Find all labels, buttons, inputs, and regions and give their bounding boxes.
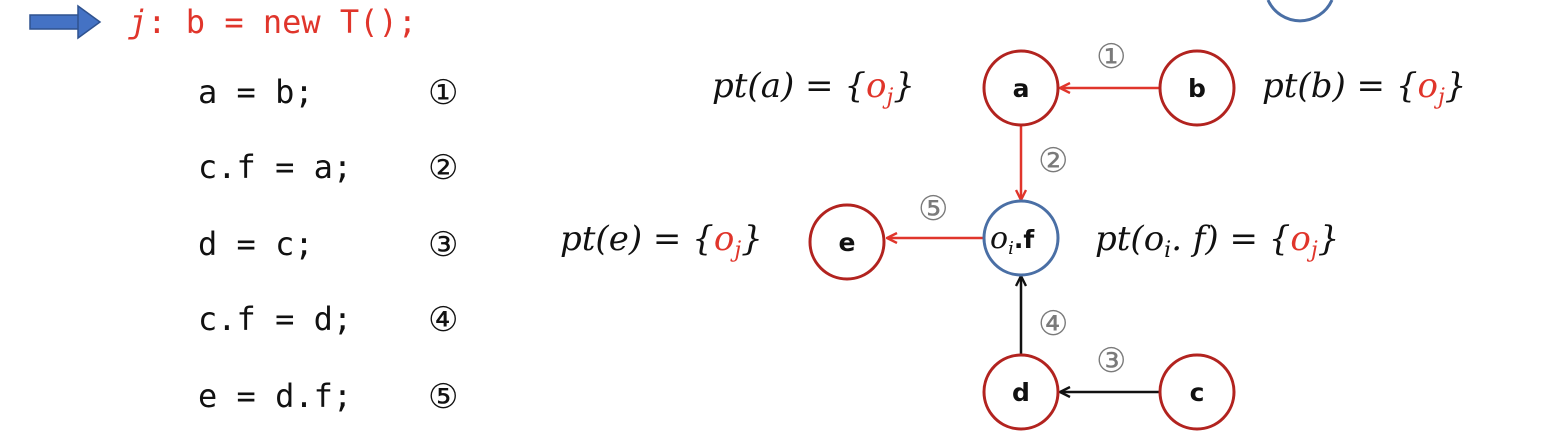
node-e: e [808, 203, 886, 281]
statement-5-number: ⑤ [428, 377, 458, 417]
points-to-b-obj: o [1417, 66, 1437, 106]
node-d-label: d [1012, 378, 1030, 407]
points-to-of-close: } [1318, 219, 1340, 259]
statement-2-number: ② [428, 148, 458, 188]
points-to-a-lhs: pt(a) = { [712, 66, 866, 106]
statement-3-number: ③ [428, 225, 458, 265]
points-to-a: pt(a) = {oj} [712, 66, 915, 110]
alloc-statement-text: : b = new T(); [147, 3, 417, 41]
alloc-site-label: j [128, 3, 147, 41]
node-of-label: oi.f [990, 221, 1035, 259]
node-a: a [982, 49, 1060, 127]
statement-1-text: a = b; [198, 73, 314, 111]
points-to-e: pt(e) = {oj} [560, 219, 763, 263]
points-to-of: pt(oi. f) = {oj} [1095, 219, 1339, 263]
node-b: b [1158, 49, 1236, 127]
edge-label-1: ① [1096, 37, 1126, 77]
statement-5-text: e = d.f; [198, 377, 352, 415]
edge-label-5: ⑤ [918, 189, 948, 229]
edge-label-4: ④ [1038, 304, 1068, 344]
points-to-of-obj: o [1290, 219, 1310, 259]
edge-label-3: ③ [1096, 341, 1126, 381]
statement-3-text: d = c; [198, 225, 314, 263]
node-a-label: a [1013, 74, 1030, 103]
points-to-e-lhs: pt(e) = { [560, 219, 714, 259]
node-of-sub: i [1008, 238, 1014, 259]
node-e-label: e [839, 228, 856, 257]
statement-2-text: c.f = a; [198, 148, 352, 186]
points-to-e-obj: o [714, 219, 734, 259]
current-statement-arrow-icon [29, 4, 102, 40]
points-to-of-lhs-2: . f) = { [1171, 219, 1290, 259]
edge-label-2: ② [1038, 141, 1068, 181]
points-to-a-obj: o [866, 66, 886, 106]
partial-node-top [1266, 0, 1334, 23]
node-of: oi.f [982, 199, 1060, 277]
node-of-base: o [990, 221, 1008, 256]
points-to-a-close: } [893, 66, 915, 106]
node-of-field: .f [1014, 225, 1035, 254]
points-to-of-lhs-1: pt(o [1095, 219, 1164, 259]
node-c: c [1158, 353, 1236, 431]
statement-4-number: ④ [428, 300, 458, 340]
alloc-statement: j: b = new T(); [128, 3, 417, 41]
graph-edges [887, 88, 1160, 392]
points-to-b-lhs: pt(b) = { [1262, 66, 1417, 106]
points-to-e-close: } [741, 219, 763, 259]
points-to-b: pt(b) = {oj} [1262, 66, 1466, 110]
statement-1-number: ① [428, 73, 458, 113]
node-d: d [982, 353, 1060, 431]
points-to-of-lhs-sub: i [1164, 238, 1171, 263]
statement-4-text: c.f = d; [198, 300, 352, 338]
code-listing: j: b = new T(); a = b; ① c.f = a; ② d = … [128, 3, 458, 417]
node-b-label: b [1188, 74, 1206, 103]
node-c-label: c [1190, 378, 1205, 407]
points-to-b-close: } [1445, 66, 1467, 106]
